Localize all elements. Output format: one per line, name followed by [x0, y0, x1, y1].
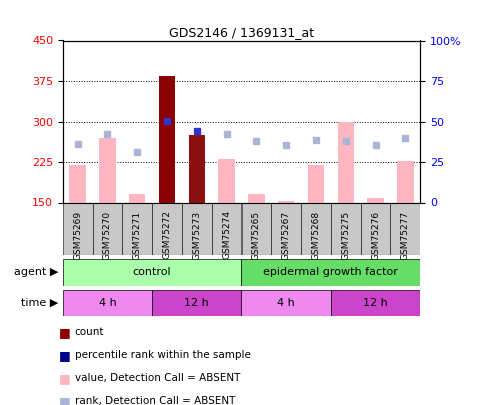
Text: GSM75270: GSM75270: [103, 211, 112, 260]
Bar: [397, 161, 413, 202]
Bar: [271, 202, 301, 255]
Bar: [390, 202, 420, 255]
Text: 12 h: 12 h: [185, 298, 209, 308]
Bar: [152, 202, 182, 255]
Text: GSM75265: GSM75265: [252, 211, 261, 260]
Text: 4 h: 4 h: [277, 298, 295, 308]
Bar: [182, 202, 212, 255]
Bar: [242, 202, 271, 255]
Text: GSM75277: GSM75277: [401, 211, 410, 260]
Text: ■: ■: [59, 372, 71, 385]
Text: GSM75268: GSM75268: [312, 211, 320, 260]
Bar: [99, 138, 115, 202]
Bar: [189, 135, 205, 202]
Text: GSM75271: GSM75271: [133, 211, 142, 260]
Title: GDS2146 / 1369131_at: GDS2146 / 1369131_at: [169, 26, 314, 39]
Text: ■: ■: [59, 395, 71, 405]
Text: rank, Detection Call = ABSENT: rank, Detection Call = ABSENT: [75, 396, 235, 405]
Text: GSM75272: GSM75272: [163, 211, 171, 259]
Text: control: control: [133, 267, 171, 277]
Text: ■: ■: [59, 326, 71, 339]
Text: value, Detection Call = ABSENT: value, Detection Call = ABSENT: [75, 373, 240, 383]
Bar: [70, 165, 86, 202]
Text: GSM75273: GSM75273: [192, 211, 201, 260]
Bar: [159, 76, 175, 202]
Text: count: count: [75, 327, 104, 337]
Bar: [63, 290, 152, 316]
Bar: [308, 165, 324, 202]
Text: epidermal growth factor: epidermal growth factor: [263, 267, 398, 277]
Bar: [331, 290, 420, 316]
Bar: [63, 259, 242, 286]
Text: GSM75274: GSM75274: [222, 211, 231, 259]
Text: 12 h: 12 h: [363, 298, 388, 308]
Bar: [368, 198, 384, 202]
Bar: [331, 202, 361, 255]
Text: ■: ■: [59, 349, 71, 362]
Bar: [242, 290, 331, 316]
Text: agent ▶: agent ▶: [14, 267, 58, 277]
Text: time ▶: time ▶: [21, 298, 58, 308]
Text: GSM75269: GSM75269: [73, 211, 82, 260]
Text: GSM75267: GSM75267: [282, 211, 291, 260]
Bar: [152, 290, 242, 316]
Bar: [278, 201, 294, 202]
Bar: [361, 202, 390, 255]
Bar: [338, 122, 354, 202]
Text: GSM75275: GSM75275: [341, 211, 350, 260]
Bar: [301, 202, 331, 255]
Bar: [212, 202, 242, 255]
Bar: [218, 159, 235, 202]
Bar: [129, 194, 145, 202]
Bar: [63, 202, 93, 255]
Text: 4 h: 4 h: [99, 298, 116, 308]
Text: GSM75276: GSM75276: [371, 211, 380, 260]
Bar: [122, 202, 152, 255]
Bar: [93, 202, 122, 255]
Bar: [242, 259, 420, 286]
Bar: [248, 194, 265, 202]
Text: percentile rank within the sample: percentile rank within the sample: [75, 350, 251, 360]
